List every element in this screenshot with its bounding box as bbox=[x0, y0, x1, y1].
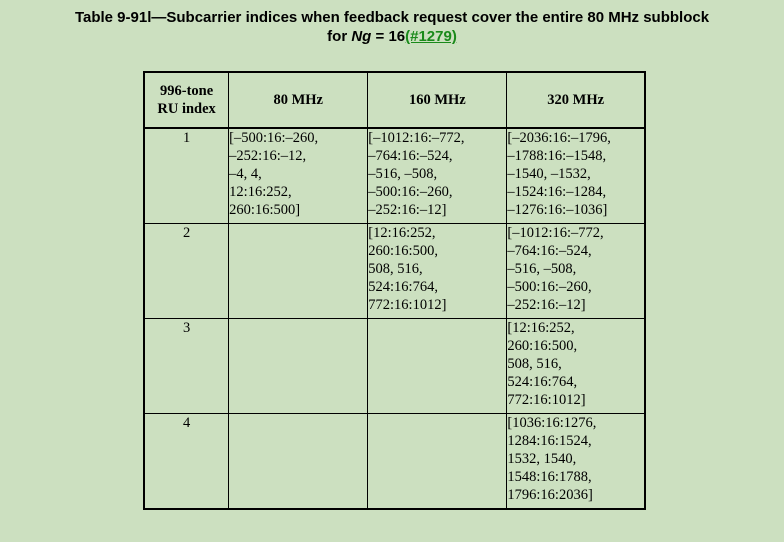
index-line: –1788:16:–1548, bbox=[507, 148, 607, 164]
header-ru-line-2: RU index bbox=[157, 101, 216, 117]
index-line: 772:16:1012] bbox=[368, 297, 447, 313]
index-line: 12:16:252, bbox=[229, 184, 292, 200]
indices-cell-160mhz: [–1012:16:–772, –764:16:–524, –516, –508, –… bbox=[367, 127, 508, 224]
index-line: [12:16:252, bbox=[368, 225, 436, 241]
index-line: [12:16:252, bbox=[507, 320, 575, 336]
index-line: 508, 516, bbox=[507, 356, 562, 372]
caption-variable: Ng bbox=[351, 28, 372, 45]
index-line: 1548:16:1788, bbox=[507, 469, 592, 485]
index-line: –1524:16:–1284, bbox=[507, 184, 607, 200]
ru-index-cell: 1 bbox=[143, 127, 230, 224]
table-header-row: 996-tone RU index 80 MHz 160 MHz 320 MHz bbox=[143, 71, 646, 129]
index-line: –1540, –1532, bbox=[507, 166, 591, 182]
indices-cell-160mhz: [12:16:252, 260:16:500, 508, 516, 524:16:76… bbox=[367, 223, 508, 319]
table-caption: Table 9-91l—Subcarrier indices when feed… bbox=[0, 8, 784, 46]
index-line: 260:16:500, bbox=[368, 243, 438, 259]
index-line: –1276:16:–1036] bbox=[507, 202, 608, 218]
indices-cell-160mhz bbox=[367, 413, 508, 510]
table-row: 2 [12:16:252, 260:16:500, 508, 516, 524:16:7… bbox=[143, 223, 646, 319]
index-line: –500:16:–260, bbox=[507, 279, 592, 295]
caption-prefix: for bbox=[327, 28, 352, 45]
header-320mhz: 320 MHz bbox=[506, 71, 646, 129]
index-line: –252:16:–12] bbox=[368, 202, 447, 218]
index-line: [–1012:16:–772, bbox=[507, 225, 604, 241]
index-line: –764:16:–524, bbox=[507, 243, 592, 259]
indices-cell-80mhz: [–500:16:–260, –252:16:–12, –4, 4, 12:16:25… bbox=[228, 127, 369, 224]
index-line: 772:16:1012] bbox=[507, 392, 586, 408]
caption-line-2: for Ng = 16(#1279) bbox=[0, 27, 784, 46]
index-line: [–500:16:–260, bbox=[229, 130, 319, 146]
indices-cell-320mhz: [–2036:16:–1796, –1788:16:–1548, –1540, –1… bbox=[506, 127, 646, 224]
index-line: [1036:16:1276, bbox=[507, 415, 597, 431]
index-line: –252:16:–12, bbox=[229, 148, 307, 164]
ru-index-cell: 3 bbox=[143, 318, 230, 414]
index-line: 508, 516, bbox=[368, 261, 423, 277]
indices-cell-80mhz bbox=[228, 413, 369, 510]
index-line: 524:16:764, bbox=[507, 374, 578, 390]
index-line: 1532, 1540, bbox=[507, 451, 577, 467]
caption-reference-link[interactable]: (#1279) bbox=[405, 28, 457, 45]
header-80mhz: 80 MHz bbox=[228, 71, 369, 129]
index-line: –516, –508, bbox=[368, 166, 438, 182]
caption-equals: = 16 bbox=[371, 28, 406, 45]
subcarrier-indices-table: 996-tone RU index 80 MHz 160 MHz 320 MHz… bbox=[143, 71, 646, 510]
indices-cell-320mhz: [12:16:252, 260:16:500, 508, 516, 524:16:76… bbox=[506, 318, 646, 414]
index-line: 1284:16:1524, bbox=[507, 433, 592, 449]
header-ru-line-1: 996-tone bbox=[160, 83, 214, 99]
indices-cell-80mhz bbox=[228, 223, 369, 319]
index-line: 1796:16:2036] bbox=[507, 487, 593, 503]
index-line: [–1012:16:–772, bbox=[368, 130, 465, 146]
ru-index-cell: 2 bbox=[143, 223, 230, 319]
index-line: –4, 4, bbox=[229, 166, 262, 182]
table-row: 3 [12:16:252, 260:16:500, 508, 516, 524:16:7… bbox=[143, 318, 646, 414]
table-row: 4 [1036:16:1276, 1284:16:1524, 1532, 1540, 1… bbox=[143, 413, 646, 510]
index-line: –252:16:–12] bbox=[507, 297, 586, 313]
ru-index-cell: 4 bbox=[143, 413, 230, 510]
index-line: 524:16:764, bbox=[368, 279, 438, 295]
indices-cell-320mhz: [–1012:16:–772, –764:16:–524, –516, –508, –… bbox=[506, 223, 646, 319]
header-ru-index: 996-tone RU index bbox=[143, 71, 230, 129]
indices-cell-320mhz: [1036:16:1276, 1284:16:1524, 1532, 1540, 15… bbox=[506, 413, 646, 510]
index-line: –516, –508, bbox=[507, 261, 577, 277]
index-line: [–2036:16:–1796, bbox=[507, 130, 611, 146]
index-line: –764:16:–524, bbox=[368, 148, 453, 164]
indices-cell-80mhz bbox=[228, 318, 369, 414]
index-line: 260:16:500] bbox=[229, 202, 301, 218]
index-line: 260:16:500, bbox=[507, 338, 578, 354]
indices-cell-160mhz bbox=[367, 318, 508, 414]
table-row: 1 [–500:16:–260, –252:16:–12, –4, 4, 12:16:2… bbox=[143, 127, 646, 224]
index-line: –500:16:–260, bbox=[368, 184, 453, 200]
caption-line-1: Table 9-91l—Subcarrier indices when feed… bbox=[74, 9, 710, 26]
header-160mhz: 160 MHz bbox=[367, 71, 508, 129]
